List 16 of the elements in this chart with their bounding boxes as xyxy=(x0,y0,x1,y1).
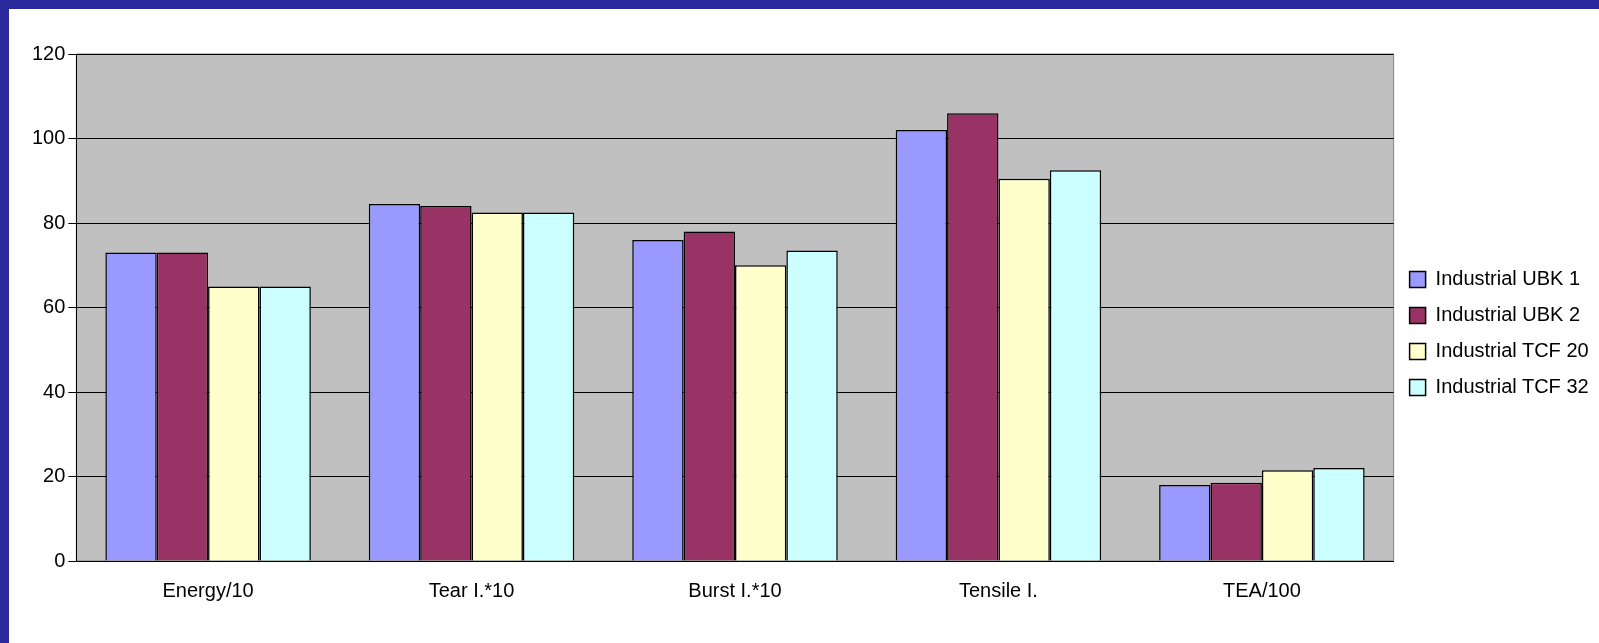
x-tick-label: Tensile I. xyxy=(958,578,1038,601)
legend-label: Industrial UBK 2 xyxy=(1435,303,1581,326)
y-tick-label: 0 xyxy=(54,548,66,571)
y-tick-label: 20 xyxy=(43,464,66,487)
y-tick-label: 100 xyxy=(31,126,66,149)
y-tick-label: 40 xyxy=(43,379,66,402)
y-tick-label: 80 xyxy=(43,210,66,233)
legend-label: Industrial TCF 32 xyxy=(1435,375,1589,398)
legend-label: Industrial UBK 1 xyxy=(1435,267,1581,290)
x-tick-label: Burst I.*10 xyxy=(688,578,782,601)
y-tick-label: 120 xyxy=(31,41,66,64)
x-tick-label: TEA/100 xyxy=(1222,578,1301,601)
x-tick-label: Tear I.*10 xyxy=(428,578,515,601)
y-tick-label: 60 xyxy=(43,295,66,318)
legend-label: Industrial TCF 20 xyxy=(1435,339,1589,362)
x-tick-label: Energy/10 xyxy=(162,578,254,601)
